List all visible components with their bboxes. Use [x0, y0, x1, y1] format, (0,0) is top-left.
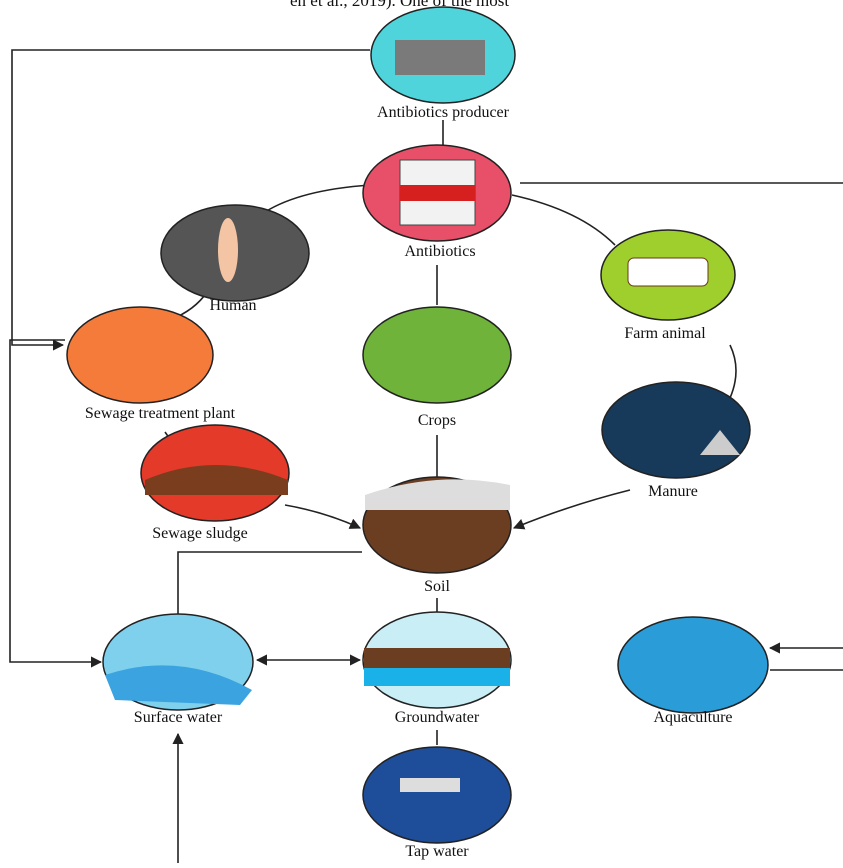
node-label: Antibiotics [404, 243, 475, 260]
node-label: Human [209, 297, 256, 314]
node-label: Surface water [134, 709, 223, 726]
header-text: en et al., 2019). One of the most [290, 0, 509, 10]
node-label: Antibiotics producer [377, 104, 510, 121]
node-label: Aquaculture [653, 709, 732, 726]
node-label: Sewage sludge [152, 525, 248, 542]
node-label: Soil [424, 578, 450, 595]
node-label: Manure [648, 483, 698, 500]
diagram: en et al., 2019). One of the most Antibi… [0, 0, 843, 863]
node-label: Sewage treatment plant [85, 405, 236, 422]
node-label: Groundwater [395, 709, 480, 726]
node-label: Crops [418, 412, 456, 429]
node-label: Farm animal [624, 325, 706, 342]
node-label: Tap water [405, 843, 469, 860]
